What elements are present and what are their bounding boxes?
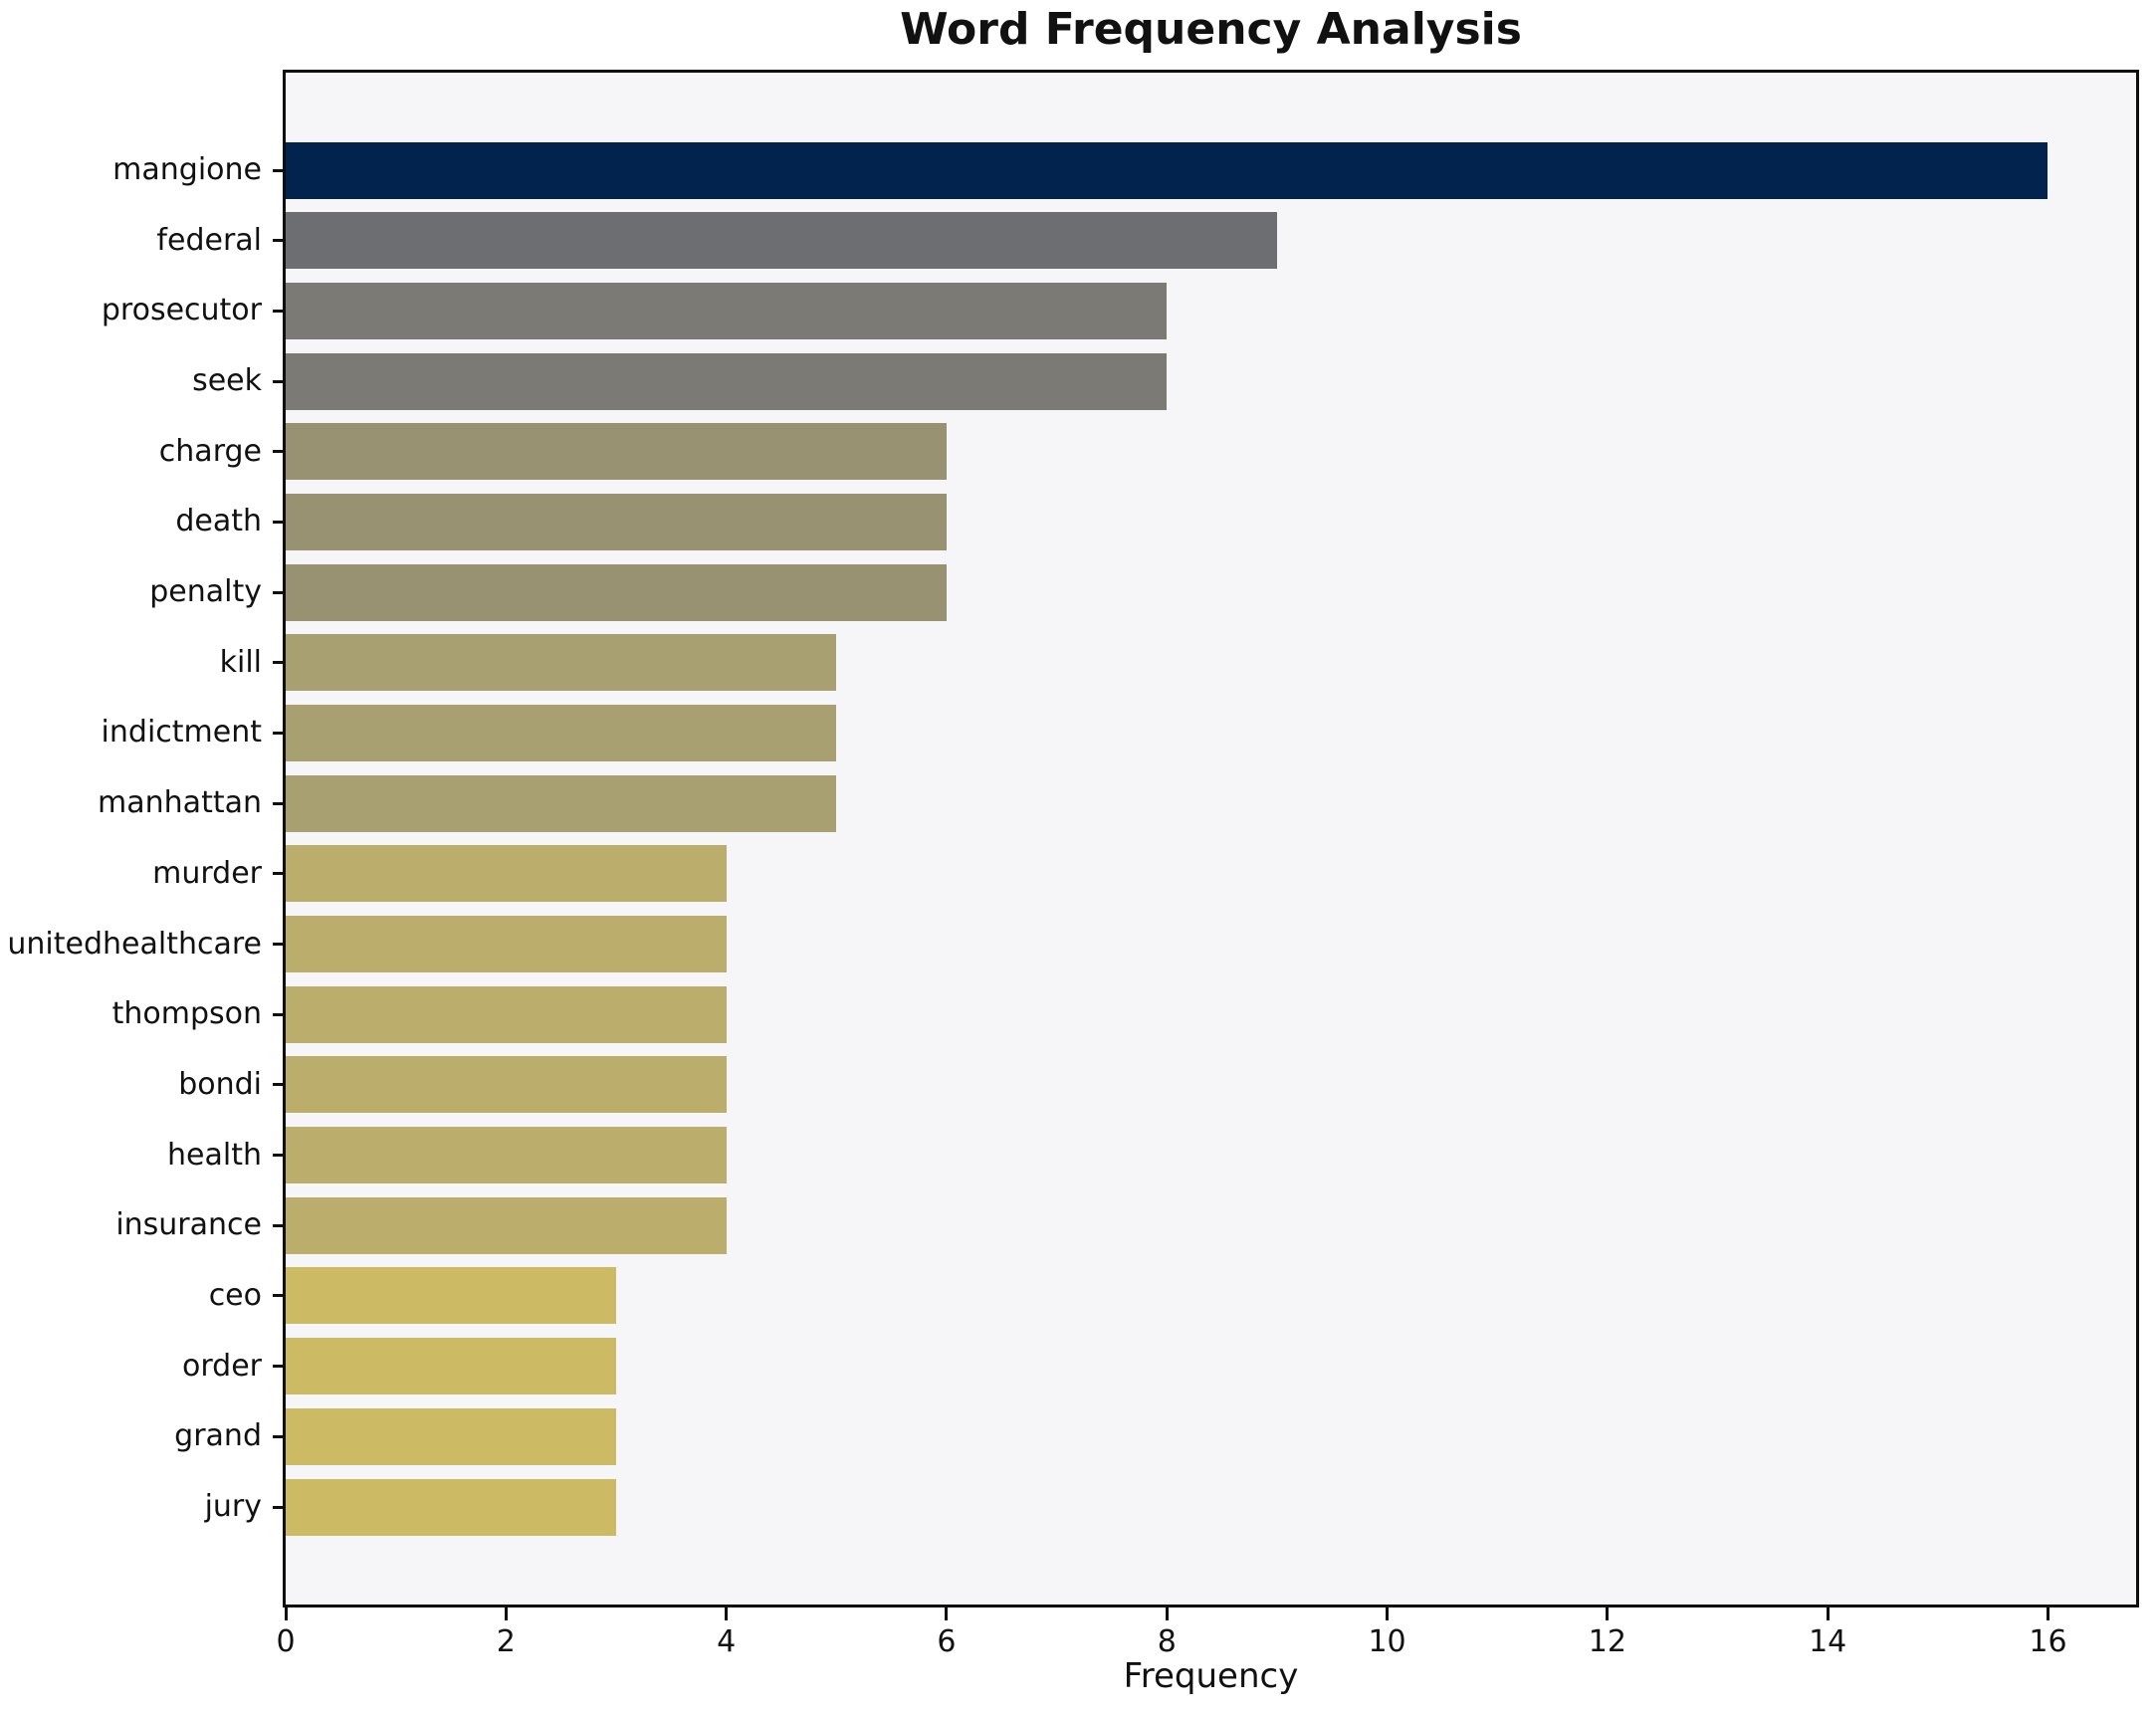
bar-murder xyxy=(286,845,727,903)
x-tick-label-10: 10 xyxy=(1368,1624,1406,1659)
y-tick-mark xyxy=(273,1434,286,1438)
bar-order xyxy=(286,1338,616,1395)
y-tick-label-ceo: ceo xyxy=(208,1277,262,1313)
y-tick-label-unitedhealthcare: unitedhealthcare xyxy=(7,926,262,962)
x-tick-mark xyxy=(1165,1607,1169,1620)
bar-federal xyxy=(286,212,1277,270)
y-tick-mark xyxy=(273,801,286,805)
x-tick-label-4: 4 xyxy=(717,1624,737,1659)
y-tick-mark xyxy=(273,379,286,383)
y-tick-label-charge: charge xyxy=(158,433,262,469)
bar-death xyxy=(286,493,947,550)
y-tick-label-manhattan: manhattan xyxy=(98,785,262,821)
bar-manhattan xyxy=(286,774,837,832)
bar-seek xyxy=(286,352,1168,410)
x-tick-label-0: 0 xyxy=(276,1624,296,1659)
x-tick-label-6: 6 xyxy=(937,1624,957,1659)
x-tick-label-2: 2 xyxy=(496,1624,516,1659)
y-tick-mark xyxy=(273,1154,286,1158)
y-tick-mark xyxy=(273,731,286,735)
y-tick-mark xyxy=(273,1223,286,1227)
x-tick-mark xyxy=(284,1607,288,1620)
y-tick-label-grand: grand xyxy=(174,1418,262,1454)
x-tick-label-8: 8 xyxy=(1157,1624,1177,1659)
y-tick-label-penalty: penalty xyxy=(149,574,262,610)
bar-thompson xyxy=(286,985,727,1043)
bar-kill xyxy=(286,634,837,692)
bar-bondi xyxy=(286,1056,727,1114)
y-tick-mark xyxy=(273,168,286,172)
x-tick-mark xyxy=(1606,1607,1610,1620)
y-tick-label-murder: murder xyxy=(152,855,262,891)
y-tick-label-death: death xyxy=(175,504,262,539)
bar-jury xyxy=(286,1478,616,1536)
x-axis-label: Frequency xyxy=(1123,1656,1299,1696)
x-tick-label-12: 12 xyxy=(1588,1624,1626,1659)
y-tick-mark xyxy=(273,309,286,313)
y-tick-mark xyxy=(273,1365,286,1369)
y-tick-label-seek: seek xyxy=(192,363,262,399)
y-tick-label-health: health xyxy=(167,1137,262,1173)
y-tick-mark xyxy=(273,520,286,524)
y-tick-mark xyxy=(273,450,286,454)
bar-indictment xyxy=(286,704,837,761)
y-tick-mark xyxy=(273,943,286,947)
bar-prosecutor xyxy=(286,282,1168,339)
x-tick-mark xyxy=(2046,1607,2049,1620)
x-tick-mark xyxy=(1386,1607,1390,1620)
bar-grand xyxy=(286,1407,616,1465)
y-tick-mark xyxy=(273,1012,286,1016)
x-tick-mark xyxy=(945,1607,949,1620)
y-tick-mark xyxy=(273,872,286,876)
y-tick-label-insurance: insurance xyxy=(115,1207,262,1243)
y-tick-label-indictment: indictment xyxy=(101,715,262,750)
y-tick-label-mangione: mangione xyxy=(112,152,262,187)
y-tick-label-prosecutor: prosecutor xyxy=(101,293,262,328)
x-tick-label-14: 14 xyxy=(1809,1624,1847,1659)
y-tick-mark xyxy=(273,661,286,665)
bar-unitedhealthcare xyxy=(286,916,727,973)
y-tick-mark xyxy=(273,590,286,594)
y-tick-mark xyxy=(273,1083,286,1087)
y-tick-label-bondi: bondi xyxy=(178,1066,262,1102)
bar-penalty xyxy=(286,563,947,621)
x-tick-mark xyxy=(504,1607,508,1620)
y-tick-label-federal: federal xyxy=(156,222,262,258)
bar-mangione xyxy=(286,141,2048,199)
bar-health xyxy=(286,1127,727,1184)
bar-insurance xyxy=(286,1196,727,1254)
chart-title: Word Frequency Analysis xyxy=(900,4,1522,55)
y-tick-label-kill: kill xyxy=(219,644,262,680)
y-tick-label-jury: jury xyxy=(204,1489,262,1524)
y-tick-label-thompson: thompson xyxy=(111,996,262,1032)
x-tick-mark xyxy=(1826,1607,1830,1620)
plot-area xyxy=(283,70,2139,1607)
y-tick-mark xyxy=(273,1505,286,1509)
y-tick-label-order: order xyxy=(182,1348,262,1384)
y-tick-mark xyxy=(273,1294,286,1298)
bar-charge xyxy=(286,423,947,481)
x-tick-mark xyxy=(725,1607,729,1620)
bar-ceo xyxy=(286,1267,616,1325)
y-tick-mark xyxy=(273,239,286,243)
x-tick-label-16: 16 xyxy=(2029,1624,2067,1659)
